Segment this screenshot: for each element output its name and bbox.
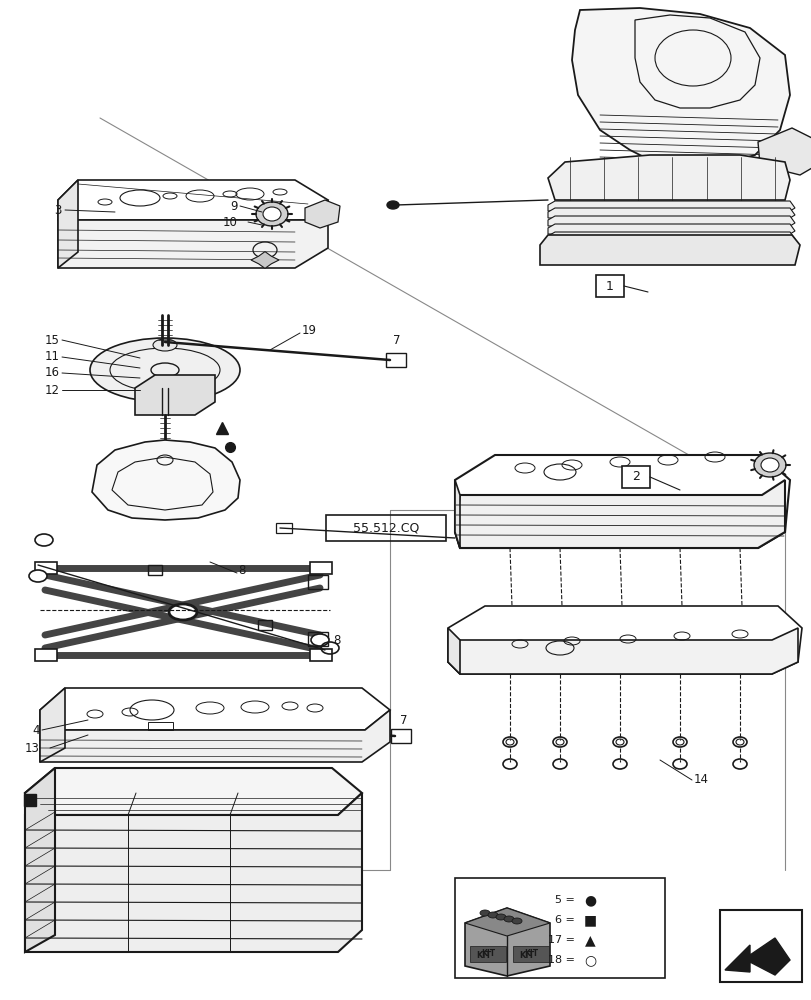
Bar	[35, 562, 57, 574]
Text: 10: 10	[223, 216, 238, 229]
Polygon shape	[448, 628, 797, 674]
Bar	[307, 632, 328, 646]
Text: 12: 12	[45, 383, 60, 396]
Ellipse shape	[760, 458, 778, 472]
Polygon shape	[448, 606, 801, 674]
Polygon shape	[547, 232, 794, 242]
Text: 1: 1	[605, 279, 613, 292]
Polygon shape	[135, 375, 215, 415]
Text: ▲: ▲	[584, 933, 594, 947]
Text: 9: 9	[230, 200, 238, 213]
Bar	[454, 878, 664, 978]
Polygon shape	[547, 155, 789, 200]
Polygon shape	[547, 224, 794, 234]
Polygon shape	[571, 8, 789, 170]
Text: 2: 2	[631, 471, 639, 484]
Text: 6 =: 6 =	[555, 915, 574, 925]
Polygon shape	[251, 252, 279, 268]
Polygon shape	[25, 768, 362, 815]
Text: KIT: KIT	[519, 951, 534, 960]
Polygon shape	[448, 628, 460, 674]
Polygon shape	[454, 480, 784, 548]
Text: 13: 13	[25, 742, 40, 754]
Bar	[719, 910, 801, 982]
Text: 8: 8	[238, 564, 245, 576]
Text: 15: 15	[45, 334, 60, 347]
Text: 11: 11	[45, 351, 60, 363]
Text: 8: 8	[333, 634, 340, 647]
Polygon shape	[25, 768, 55, 952]
Ellipse shape	[311, 634, 328, 646]
Ellipse shape	[152, 339, 177, 351]
Ellipse shape	[255, 202, 288, 226]
Text: 5 =: 5 =	[555, 895, 574, 905]
Bar	[513, 946, 548, 962]
Polygon shape	[757, 128, 811, 175]
Bar	[391, 729, 410, 743]
Ellipse shape	[387, 201, 398, 209]
Bar	[385, 353, 406, 367]
Polygon shape	[454, 455, 789, 548]
Bar	[621, 466, 649, 488]
Polygon shape	[40, 688, 65, 762]
Bar	[276, 523, 292, 533]
Ellipse shape	[487, 912, 497, 918]
Bar	[35, 649, 57, 661]
Ellipse shape	[169, 604, 197, 620]
Polygon shape	[58, 180, 78, 268]
Ellipse shape	[496, 914, 505, 920]
Ellipse shape	[504, 916, 513, 922]
Polygon shape	[465, 908, 549, 936]
Text: KIT: KIT	[523, 949, 538, 958]
Text: KIT: KIT	[476, 951, 491, 960]
Polygon shape	[25, 793, 362, 952]
Polygon shape	[547, 208, 794, 218]
Ellipse shape	[479, 910, 489, 916]
Polygon shape	[58, 200, 328, 268]
Bar	[595, 275, 623, 297]
Bar	[148, 565, 162, 575]
Polygon shape	[454, 480, 460, 548]
Polygon shape	[92, 440, 240, 520]
Polygon shape	[40, 688, 389, 730]
Bar	[325, 515, 445, 541]
Text: ○: ○	[583, 953, 595, 967]
Ellipse shape	[512, 918, 521, 924]
Text: 55.512.CQ: 55.512.CQ	[352, 522, 418, 534]
Text: 18 =: 18 =	[547, 955, 574, 965]
Ellipse shape	[753, 453, 785, 477]
Bar	[148, 722, 173, 730]
Text: 14: 14	[693, 773, 708, 786]
Polygon shape	[58, 180, 328, 220]
Text: ■: ■	[583, 913, 596, 927]
Text: 7: 7	[393, 334, 400, 347]
Polygon shape	[547, 201, 794, 211]
Ellipse shape	[29, 570, 47, 582]
Polygon shape	[724, 938, 789, 975]
Bar	[307, 575, 328, 589]
Polygon shape	[305, 200, 340, 228]
Polygon shape	[465, 908, 549, 976]
Text: 19: 19	[302, 324, 316, 336]
Text: 3: 3	[54, 204, 62, 217]
Text: KIT: KIT	[480, 949, 495, 958]
Bar	[470, 946, 505, 962]
Polygon shape	[40, 710, 389, 762]
Text: ●: ●	[583, 893, 595, 907]
Text: 17 =: 17 =	[547, 935, 574, 945]
Polygon shape	[547, 216, 794, 226]
Ellipse shape	[263, 207, 281, 221]
Bar	[310, 562, 332, 574]
Bar	[258, 620, 272, 630]
Bar	[310, 649, 332, 661]
Text: 16: 16	[45, 366, 60, 379]
Polygon shape	[539, 235, 799, 265]
Text: 7: 7	[400, 714, 407, 726]
Ellipse shape	[90, 338, 240, 402]
Text: 4: 4	[32, 724, 40, 736]
